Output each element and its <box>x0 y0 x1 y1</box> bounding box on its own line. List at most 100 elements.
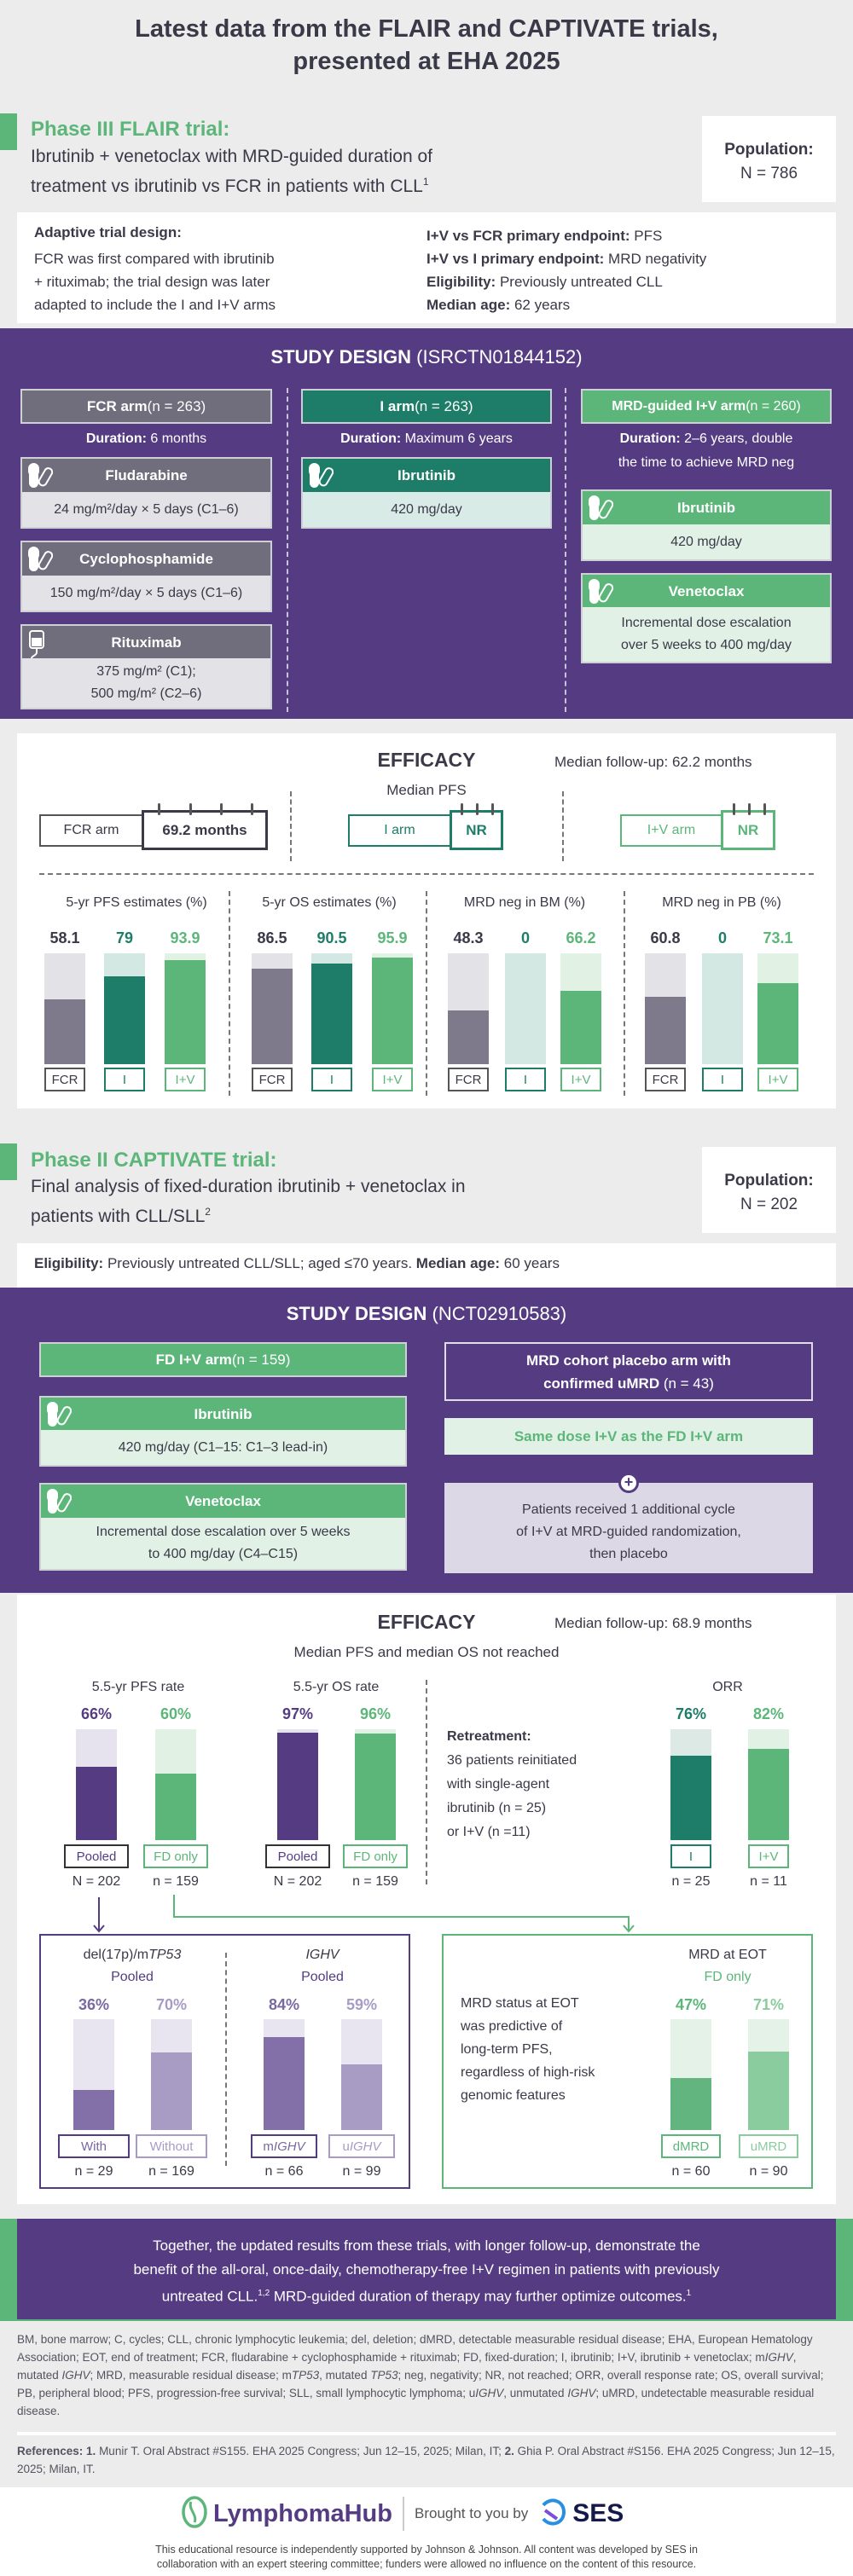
bar-value-label: 0 <box>717 929 727 946</box>
bar-category-label: u IGHV <box>328 2134 395 2158</box>
bar-value-label: 86.5 <box>257 929 287 946</box>
bar-n-label: N = 202 <box>72 1874 121 1889</box>
divider <box>402 2497 404 2531</box>
fact-label: Eligibility: <box>426 274 496 290</box>
disclaimer-line: This educational resource is independent… <box>155 2544 698 2556</box>
median-pfs-label: Median PFS <box>386 782 467 798</box>
fd-arm-header: FD I+V arm (n = 159) <box>39 1342 407 1377</box>
disclaimer: This educational resource is independent… <box>0 2543 853 2572</box>
arm-name: MRD cohort placebo arm with <box>526 1352 731 1369</box>
chart-subtitle: Pooled <box>111 1970 154 1984</box>
dose-line: Incremental dose escalation over 5 weeks <box>96 1525 351 1539</box>
bar-category-label: I <box>505 1068 546 1091</box>
drug-dose: Incremental dose escalation over 5 weeks … <box>581 607 832 663</box>
fact-label: I+V vs FCR primary endpoint: <box>426 228 630 244</box>
bar-value-label: 95.9 <box>377 929 408 946</box>
pill-icon <box>46 1488 73 1521</box>
section-accent-bar <box>0 113 17 150</box>
pill-icon <box>27 546 54 579</box>
design-line: + rituximab; the trial design was later <box>34 274 270 290</box>
bar-category-label: I+V <box>165 1068 206 1091</box>
pill-icon <box>308 462 334 495</box>
drug-name: Venetoclax <box>668 582 745 599</box>
divider <box>426 1680 427 1884</box>
retreatment-line: with single-agent <box>447 1777 550 1792</box>
bar-i-v <box>372 958 413 1064</box>
pill-icon <box>46 1401 73 1434</box>
design-line: FCR was first compared with ibrutinib <box>34 251 275 267</box>
reference-sup: 1 <box>422 176 429 188</box>
bar-n-label: n = 99 <box>342 2164 381 2179</box>
dose-line: over 5 weeks to 400 mg/day <box>620 638 792 652</box>
population-value: N = 202 <box>740 1195 798 1213</box>
flair-subtitle-2: treatment vs ibrutinib vs FCR in patient… <box>31 176 429 197</box>
bar-category-label: uMRD <box>739 2134 798 2158</box>
mrd-eot-text: MRD status at EOT was predictive of long… <box>461 1992 595 2107</box>
bar-uighv <box>341 2064 382 2130</box>
drug-dose: 420 mg/day (C1–15: C1–3 lead-in) <box>39 1430 407 1467</box>
placebo-note: Patients received 1 additional cycle of … <box>444 1483 813 1573</box>
flair-subtitle-text: treatment vs ibrutinib vs FCR in patient… <box>31 177 423 196</box>
bar-value-label: 48.3 <box>453 929 484 946</box>
bar-without <box>151 2052 192 2130</box>
bar-value-label: 79 <box>115 929 134 946</box>
page-title-line-1: Latest data from the FLAIR and CAPTIVATE… <box>135 15 718 43</box>
fcr-arm-label: FCR arm <box>39 814 143 847</box>
retreatment-line: ibrutinib (n = 25) <box>447 1801 547 1815</box>
conclusion-line: untreated CLL.1,2 MRD-guided duration of… <box>17 2282 836 2309</box>
i-median-pfs-calendar: NR <box>450 810 503 850</box>
drug-ibrutinib: Ibrutinib <box>301 457 552 492</box>
flair-population-box: Population: N = 786 <box>702 116 836 202</box>
flair-subtitle-1: Ibrutinib + venetoclax with MRD-guided d… <box>31 147 433 166</box>
drug-dose: 150 mg/m²/day × 5 days (C1–6) <box>20 576 272 612</box>
bar-category-label: FCR <box>448 1068 489 1091</box>
brought-to-you: Brought to you by <box>414 2505 529 2521</box>
bar-value-label: 96% <box>359 1705 392 1722</box>
bar-fcr <box>44 999 85 1064</box>
duration-value: 2–6 years, double <box>680 431 793 446</box>
page-title-line-2: presented at EHA 2025 <box>293 48 560 75</box>
chart-title: 5-yr OS estimates (%) <box>262 895 397 910</box>
dose-line: 500 mg/m² (C2–6) <box>90 686 202 701</box>
chart-title: 5.5-yr OS rate <box>293 1680 380 1694</box>
arm-name: I arm <box>380 397 415 414</box>
mrd-cohort-arm-header: MRD cohort placebo arm with confirmed uMR… <box>444 1342 813 1401</box>
fact-eligibility: Eligibility: Previously untreated CLL <box>426 270 706 293</box>
ref-text: Ghia P. Oral Abstract #S156. EHA 2025 Co… <box>17 2445 835 2475</box>
reference-sup: 1 <box>686 2289 692 2298</box>
bar-category-label: I <box>702 1068 743 1091</box>
divider <box>17 2432 836 2435</box>
ref-number: 1. <box>83 2445 96 2457</box>
bar-i <box>670 1756 711 1840</box>
divider <box>562 791 564 861</box>
trial-id: (NCT02910583) <box>426 1303 567 1324</box>
flair-facts: I+V vs FCR primary endpoint: PFS I+V vs … <box>426 224 706 316</box>
bar-i-v <box>757 982 798 1064</box>
calendar-ring <box>220 803 223 815</box>
arm-name: FD I+V arm <box>155 1351 232 1368</box>
drug-dose: 420 mg/day <box>581 524 832 561</box>
bar-value-label: 66.2 <box>566 929 596 946</box>
chart-title: 5-yr PFS estimates (%) <box>66 895 207 910</box>
bar-value-label: 59% <box>345 1996 378 2013</box>
study-design-title: STUDY DESIGN (ISRCTN01844152) <box>0 346 853 368</box>
chart-title: MRD neg in BM (%) <box>463 895 586 910</box>
bar-category-label: Without <box>136 2134 207 2158</box>
references-label: References: <box>17 2445 84 2457</box>
ses-logo[interactable]: SES <box>572 2499 624 2527</box>
bar-value-label: 60% <box>160 1705 192 1722</box>
bar-category-label: I+V <box>560 1068 601 1091</box>
chart-title: del(17p)/mTP53 <box>83 1948 182 1962</box>
drug-dose: 420 mg/day <box>301 492 552 529</box>
lymphomahub-logo[interactable]: LymphomaHub <box>213 2500 392 2528</box>
arm-name: MRD-guided I+V arm <box>612 398 746 414</box>
bar-pooled <box>76 1767 117 1840</box>
drug-rituximab: Rituximab <box>20 624 272 659</box>
arrow-to-subgroups <box>93 1897 105 1933</box>
calendar-ring <box>491 803 494 815</box>
calendar-ring <box>748 803 751 815</box>
conclusion-text: MRD-guided duration of therapy may furth… <box>270 2288 687 2305</box>
drug-name: Cyclophosphamide <box>79 550 213 567</box>
duration-value: 6 months <box>146 431 207 446</box>
drug-dose: Incremental dose escalation over 5 weeks… <box>39 1518 407 1571</box>
